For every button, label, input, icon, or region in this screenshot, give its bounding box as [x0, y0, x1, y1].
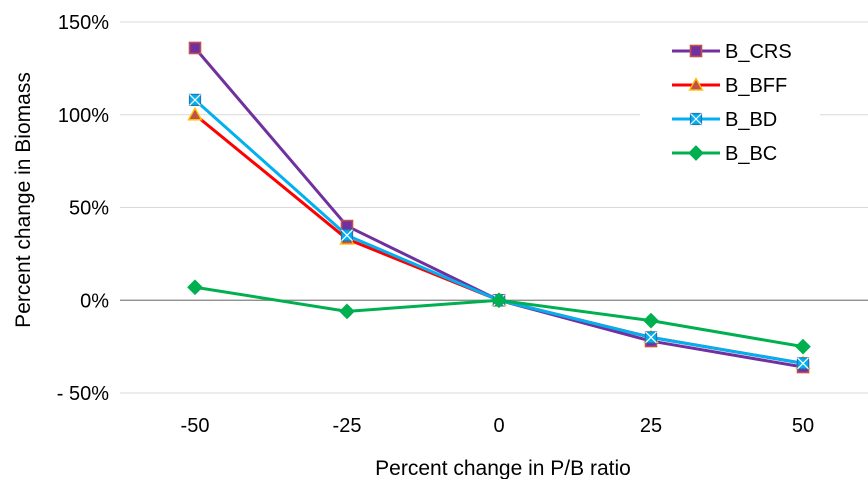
legend-entry: B_BC	[672, 143, 777, 165]
data-point	[340, 229, 354, 242]
data-point	[188, 41, 202, 55]
legend-box	[640, 28, 820, 193]
data-point	[339, 303, 355, 320]
data-point	[795, 338, 811, 355]
x-tick-label: -50	[181, 415, 210, 437]
x-tick-label: 50	[792, 415, 814, 437]
y-tick-label: 100%	[58, 105, 109, 127]
y-tick-label: 50%	[69, 198, 109, 220]
gridlines	[120, 21, 868, 394]
y-tick-label: 150%	[58, 12, 109, 34]
legend-label: B_BFF	[725, 75, 787, 97]
data-point	[187, 279, 203, 296]
x-tick-label: 0	[493, 415, 504, 437]
legend-marker	[689, 44, 703, 58]
legend: B_CRS B_BFF B_BD B_BC	[640, 28, 820, 193]
legend-label: B_BD	[725, 109, 777, 131]
data-point	[491, 292, 507, 309]
data-point	[644, 331, 658, 344]
data-point	[643, 312, 659, 329]
data-point	[188, 93, 202, 107]
y-tick-label: - 50%	[57, 383, 109, 405]
data-point	[796, 357, 810, 370]
y-tick-label: 0%	[80, 290, 109, 312]
legend-label: B_CRS	[725, 41, 792, 63]
legend-marker	[688, 77, 704, 91]
legend-entry: B_BD	[672, 109, 777, 131]
legend-marker	[689, 112, 703, 126]
series-b-bc	[187, 279, 811, 355]
y-axis-title: Percent change in Biomass	[12, 72, 35, 328]
legend-label: B_BC	[725, 143, 777, 165]
legend-entry: B_CRS	[672, 41, 792, 63]
legend-marker	[688, 145, 704, 161]
x-tick-label: 25	[640, 415, 662, 437]
series-group	[187, 41, 811, 374]
legend-entry: B_BFF	[672, 75, 787, 97]
x-axis-title: Percent change in P/B ratio	[375, 457, 631, 479]
x-tick-label: -25	[333, 415, 362, 437]
data-point	[187, 106, 203, 121]
